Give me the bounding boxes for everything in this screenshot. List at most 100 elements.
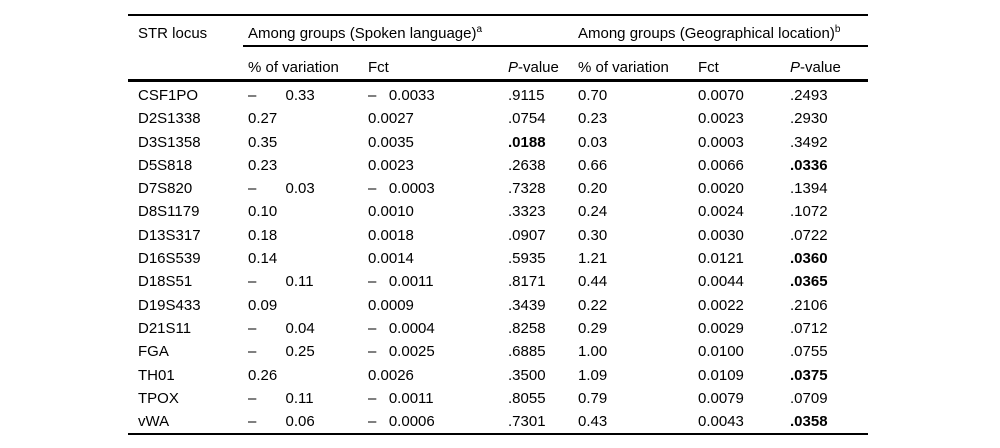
cell-sl-pvalue: .3500 [508, 366, 546, 384]
cell-geo-fct: 0.0079 [698, 389, 744, 407]
cell-geo-fct: 0.0023 [698, 110, 744, 128]
cell-geo-pvalue: .0375 [790, 366, 828, 384]
cell-geo-percent-variation: 0.03 [578, 133, 608, 151]
cell-sl-pvalue: .5935 [508, 250, 546, 268]
column-header-str-locus: STR locus [138, 25, 208, 42]
cell-sl-pvalue: .0907 [508, 226, 546, 244]
cell-sl-pvalue: .3439 [508, 296, 546, 314]
subheader-geo-pvalue: P-value [790, 59, 841, 76]
cell-geo-percent-variation: 1.21 [578, 250, 608, 268]
cell-sl-fct: 0.0026 [368, 366, 414, 384]
cell-sl-pvalue: .7301 [508, 413, 546, 431]
cell-sl-percent-variation: – 0.11 [248, 273, 314, 291]
cell-geo-percent-variation: 0.23 [578, 110, 608, 128]
cell-geo-percent-variation: 0.22 [578, 296, 608, 314]
cell-geo-fct: 0.0003 [698, 133, 744, 151]
subheader-geo-pvalue-rest: -value [800, 59, 841, 76]
cell-geo-percent-variation: 0.70 [578, 87, 608, 104]
table-top-rule [128, 14, 868, 16]
cell-str-locus: D8S1179 [138, 203, 200, 221]
group-header-spoken-language-text: Among groups (Spoken language) [248, 25, 477, 42]
cell-geo-pvalue: .0365 [790, 273, 828, 291]
cell-geo-fct: 0.0043 [698, 413, 744, 431]
cell-str-locus: D21S11 [138, 319, 192, 337]
subheader-sl-percent-variation: % of variation [248, 59, 339, 76]
group-header-geographical-location-text: Among groups (Geographical location) [578, 25, 835, 42]
cell-sl-percent-variation: – 0.25 [248, 343, 315, 361]
cell-geo-pvalue: .2106 [790, 296, 828, 314]
cell-geo-percent-variation: 0.79 [578, 389, 608, 407]
cell-geo-pvalue: .0709 [790, 389, 828, 407]
cell-sl-percent-variation: – 0.33 [248, 87, 315, 104]
cell-str-locus: D3S1358 [138, 133, 201, 151]
cell-sl-fct: – 0.0004 [368, 319, 435, 337]
cell-sl-fct: 0.0035 [368, 133, 414, 151]
cell-geo-percent-variation: 0.30 [578, 226, 608, 244]
subheader-sl-pvalue-p: P [508, 59, 519, 76]
cell-sl-percent-variation: – 0.11 [248, 389, 314, 407]
group-header-underline-rule [243, 45, 868, 47]
cell-geo-percent-variation: 0.29 [578, 319, 608, 337]
subheader-sl-pvalue: P-value [508, 59, 559, 76]
cell-str-locus: D7S820 [138, 180, 193, 198]
cell-geo-fct: 0.0044 [698, 273, 744, 291]
cell-sl-fct: 0.0014 [368, 250, 414, 268]
cell-sl-pvalue: .8258 [508, 319, 546, 337]
cell-sl-percent-variation: – 0.06 [248, 413, 315, 431]
cell-geo-fct: 0.0030 [698, 226, 744, 244]
cell-sl-fct: – 0.0011 [368, 389, 434, 407]
table-body: CSF1PO – 0.33 – 0.0033 .9115 0.70 0.0070 .2493… [138, 84, 868, 433]
cell-geo-percent-variation: 0.44 [578, 273, 608, 291]
cell-str-locus: D2S1338 [138, 110, 201, 128]
cell-geo-pvalue: .3492 [790, 133, 828, 151]
cell-geo-fct: 0.0029 [698, 319, 744, 337]
cell-geo-fct: 0.0022 [698, 296, 744, 314]
cell-geo-fct: 0.0121 [698, 250, 744, 268]
cell-str-locus: TPOX [138, 389, 179, 407]
cell-geo-fct: 0.0066 [698, 156, 744, 174]
cell-geo-fct: 0.0109 [698, 366, 744, 384]
cell-str-locus: D16S539 [138, 250, 201, 268]
cell-geo-pvalue: .1072 [790, 203, 828, 221]
cell-geo-percent-variation: 0.24 [578, 203, 608, 221]
table-bottom-rule [128, 433, 868, 435]
cell-str-locus: D13S317 [138, 226, 201, 244]
cell-sl-pvalue: .2638 [508, 156, 546, 174]
cell-sl-fct: 0.0010 [368, 203, 414, 221]
cell-geo-pvalue: .1394 [790, 180, 828, 198]
cell-sl-percent-variation: – 0.04 [248, 319, 315, 337]
cell-sl-percent-variation: – 0.03 [248, 180, 315, 198]
cell-sl-fct: 0.0027 [368, 110, 414, 128]
footnote-marker-a: a [476, 24, 483, 35]
cell-geo-percent-variation: 1.09 [578, 366, 608, 384]
cell-sl-fct: – 0.0025 [368, 343, 435, 361]
footnote-marker-b: b [834, 24, 841, 35]
subheader-sl-pvalue-rest: -value [518, 59, 559, 76]
cell-str-locus: D18S51 [138, 273, 193, 291]
group-header-geographical-location: Among groups (Geographical location)b [578, 24, 841, 44]
cell-sl-percent-variation: 0.23 [248, 156, 278, 174]
cell-sl-percent-variation: 0.14 [248, 250, 278, 268]
cell-sl-percent-variation: 0.10 [248, 203, 278, 221]
cell-sl-fct: – 0.0011 [368, 273, 434, 291]
cell-str-locus: CSF1PO [138, 87, 199, 104]
subheader-sl-fct: Fct [368, 59, 389, 76]
cell-sl-percent-variation: 0.18 [248, 226, 278, 244]
cell-sl-pvalue: .9115 [508, 87, 545, 104]
cell-sl-fct: – 0.0003 [368, 180, 435, 198]
cell-geo-percent-variation: 0.20 [578, 180, 608, 198]
cell-geo-fct: 0.0024 [698, 203, 744, 221]
header-body-separator-rule [128, 79, 868, 82]
cell-geo-percent-variation: 1.00 [578, 343, 608, 361]
cell-geo-fct: 0.0100 [698, 343, 744, 361]
cell-sl-pvalue: .8055 [508, 389, 546, 407]
cell-sl-pvalue: .6885 [508, 343, 546, 361]
subheader-geo-fct: Fct [698, 59, 719, 76]
cell-str-locus: D19S433 [138, 296, 201, 314]
cell-sl-pvalue: .8171 [508, 273, 546, 291]
cell-geo-pvalue: .0712 [790, 319, 828, 337]
cell-sl-fct: 0.0023 [368, 156, 414, 174]
cell-sl-pvalue: .7328 [508, 180, 546, 198]
cell-geo-pvalue: .2493 [790, 87, 828, 104]
